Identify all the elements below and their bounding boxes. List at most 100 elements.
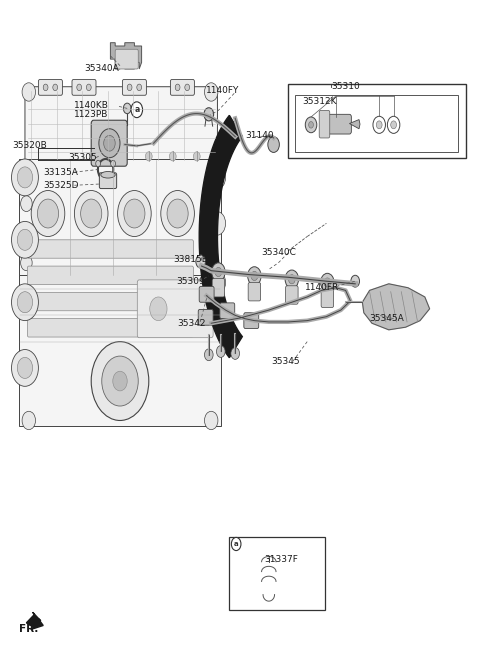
Circle shape <box>268 137 279 152</box>
Circle shape <box>175 84 180 91</box>
Circle shape <box>22 411 36 430</box>
Circle shape <box>21 225 32 241</box>
Circle shape <box>12 221 38 258</box>
Text: 35305: 35305 <box>69 153 97 162</box>
Text: 35340C: 35340C <box>262 248 297 258</box>
FancyBboxPatch shape <box>91 120 127 166</box>
Circle shape <box>204 83 218 101</box>
FancyBboxPatch shape <box>137 280 213 338</box>
Circle shape <box>86 84 91 91</box>
Text: 33815E: 33815E <box>173 255 207 264</box>
FancyBboxPatch shape <box>229 537 325 610</box>
Text: 35312K: 35312K <box>302 97 337 106</box>
FancyBboxPatch shape <box>27 319 193 337</box>
FancyBboxPatch shape <box>295 95 458 152</box>
Circle shape <box>21 255 32 271</box>
Circle shape <box>17 357 33 378</box>
Circle shape <box>77 84 82 91</box>
Circle shape <box>118 191 151 237</box>
Circle shape <box>31 191 65 237</box>
FancyBboxPatch shape <box>115 49 138 69</box>
Circle shape <box>167 199 188 228</box>
Text: FR.: FR. <box>19 623 38 634</box>
Text: 1140FY: 1140FY <box>206 86 240 95</box>
Circle shape <box>376 121 382 129</box>
Circle shape <box>231 537 241 551</box>
Circle shape <box>185 84 190 91</box>
Circle shape <box>391 121 396 129</box>
Text: 35325D: 35325D <box>43 181 79 190</box>
Circle shape <box>204 108 214 121</box>
Circle shape <box>17 292 33 313</box>
Circle shape <box>17 229 33 250</box>
Circle shape <box>21 196 32 212</box>
Circle shape <box>216 346 225 357</box>
Text: 1140FR: 1140FR <box>305 283 339 292</box>
FancyBboxPatch shape <box>122 79 146 95</box>
Text: 1140KB: 1140KB <box>74 101 109 110</box>
Text: 35340A: 35340A <box>84 64 119 74</box>
Text: 33135A: 33135A <box>43 168 78 177</box>
Polygon shape <box>349 120 360 129</box>
Circle shape <box>99 129 120 158</box>
Circle shape <box>248 267 261 285</box>
Text: 35310: 35310 <box>331 82 360 91</box>
FancyBboxPatch shape <box>27 292 193 311</box>
Circle shape <box>251 271 258 281</box>
Circle shape <box>204 349 213 361</box>
FancyBboxPatch shape <box>321 289 334 307</box>
FancyBboxPatch shape <box>19 275 221 426</box>
Circle shape <box>137 84 142 91</box>
Circle shape <box>285 270 299 288</box>
Circle shape <box>12 159 38 196</box>
Circle shape <box>43 84 48 91</box>
Text: 31337F: 31337F <box>264 555 298 564</box>
FancyBboxPatch shape <box>38 79 62 95</box>
Circle shape <box>131 102 143 118</box>
Circle shape <box>321 273 334 292</box>
Circle shape <box>37 199 59 228</box>
FancyBboxPatch shape <box>199 286 214 302</box>
Circle shape <box>351 275 360 287</box>
FancyBboxPatch shape <box>324 114 351 134</box>
Text: 35320B: 35320B <box>12 141 47 150</box>
FancyBboxPatch shape <box>170 79 194 95</box>
Circle shape <box>309 122 313 128</box>
Circle shape <box>21 166 32 182</box>
Text: 35342: 35342 <box>178 319 206 328</box>
Circle shape <box>123 103 131 114</box>
Text: 35345A: 35345A <box>370 314 404 323</box>
Circle shape <box>113 371 127 391</box>
Circle shape <box>150 297 167 321</box>
FancyBboxPatch shape <box>286 286 298 304</box>
FancyBboxPatch shape <box>19 159 221 276</box>
Circle shape <box>124 199 145 228</box>
FancyBboxPatch shape <box>288 84 466 158</box>
Circle shape <box>145 152 152 161</box>
Circle shape <box>324 278 331 287</box>
Circle shape <box>215 267 222 277</box>
FancyBboxPatch shape <box>248 283 261 301</box>
Circle shape <box>204 411 218 430</box>
FancyBboxPatch shape <box>220 303 235 319</box>
Circle shape <box>231 348 240 359</box>
FancyBboxPatch shape <box>198 309 213 325</box>
Text: 1123PB: 1123PB <box>74 110 109 120</box>
FancyBboxPatch shape <box>212 279 225 297</box>
Ellipse shape <box>101 171 115 178</box>
Circle shape <box>102 356 138 406</box>
Circle shape <box>104 135 115 151</box>
Circle shape <box>17 167 33 188</box>
Circle shape <box>161 191 194 237</box>
FancyBboxPatch shape <box>72 79 96 95</box>
Circle shape <box>169 152 176 161</box>
Circle shape <box>12 350 38 386</box>
Circle shape <box>91 342 149 420</box>
Text: a: a <box>234 541 239 547</box>
Text: 35309: 35309 <box>177 277 205 286</box>
Polygon shape <box>362 284 430 330</box>
Circle shape <box>74 191 108 237</box>
Circle shape <box>53 84 58 91</box>
Polygon shape <box>26 612 43 629</box>
Circle shape <box>208 212 226 235</box>
